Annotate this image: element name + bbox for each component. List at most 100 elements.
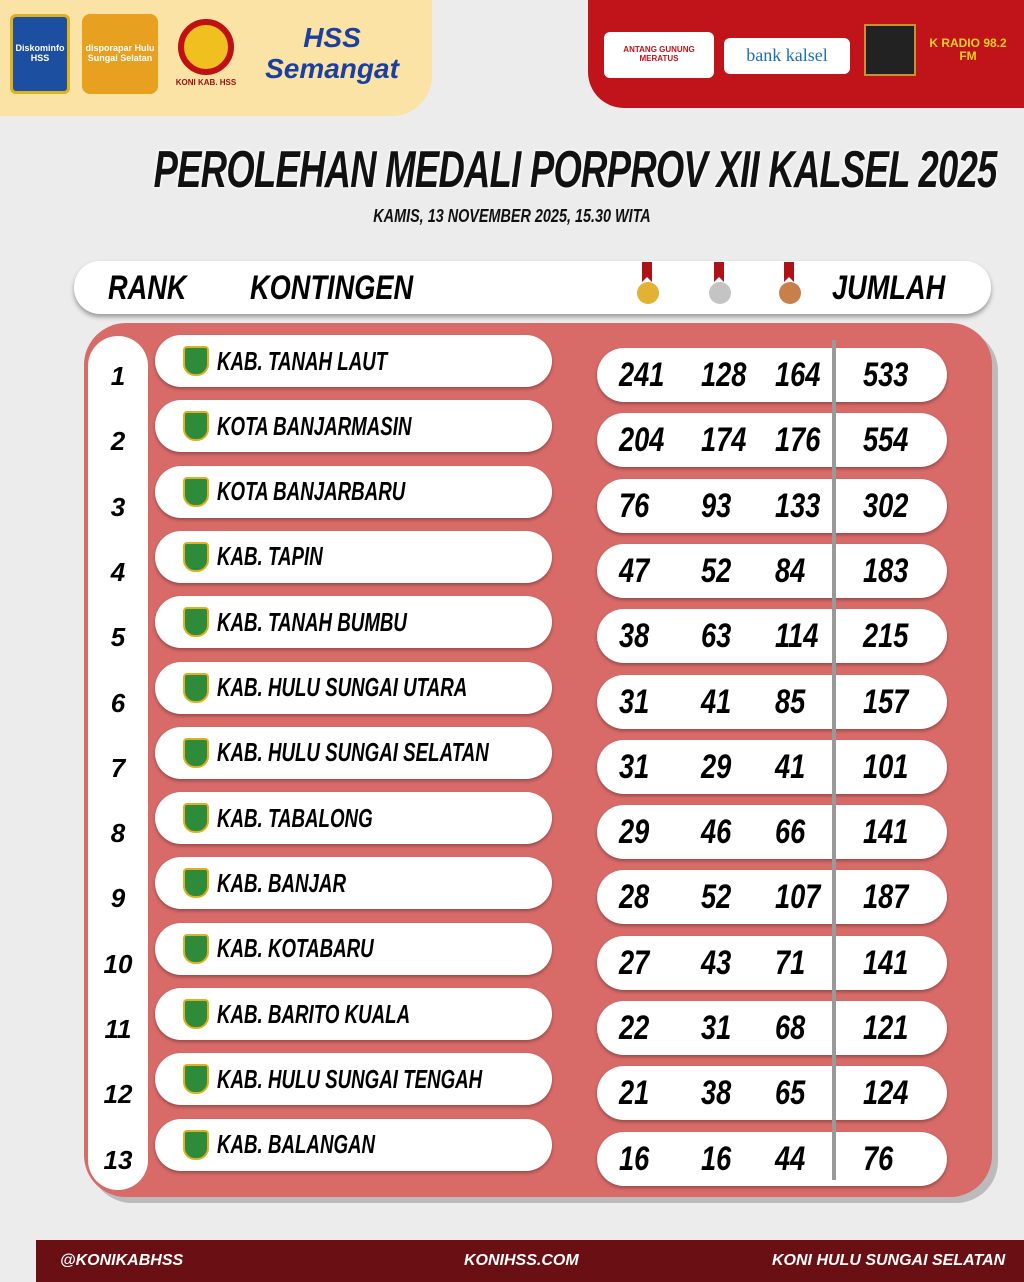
contingent-name: KOTA BANJARBARU	[217, 476, 406, 507]
gold-medal-icon	[636, 262, 659, 308]
silver-count: 128	[701, 356, 747, 394]
total-count: 183	[863, 551, 909, 590]
total-count: 141	[863, 943, 909, 982]
bronze-count: 85	[775, 682, 806, 721]
bronze-count: 65	[775, 1074, 806, 1113]
bronze-count: 41	[775, 747, 806, 786]
silver-count: 63	[701, 617, 732, 656]
rank-number: 10	[103, 948, 133, 979]
total-count: 76	[863, 1139, 894, 1178]
footer-org: KONI HULU SUNGAI SELATAN	[772, 1252, 1006, 1269]
footer-website: KONIHSS.COM	[464, 1252, 579, 1269]
medal-counts: 28 52 107 187	[597, 870, 947, 925]
regency-emblem-icon	[183, 541, 209, 572]
silver-count: 38	[701, 1074, 732, 1113]
rank-number: 6	[110, 687, 126, 718]
regency-emblem-icon	[183, 1064, 209, 1095]
table-row: KAB. TANAH LAUT	[155, 335, 552, 387]
medal-counts: 38 63 114 215	[597, 609, 947, 664]
hss-semangat-logo-text: HSS Semangat	[265, 22, 399, 84]
bronze-count: 84	[775, 551, 806, 590]
antang-logo-text: ANTANG GUNUNG MERATUS	[623, 45, 695, 63]
rank-number: 8	[110, 818, 126, 849]
disporapar-logo-text: disporapar Hulu Sungai Selatan	[85, 43, 155, 63]
table-row: KAB. HULU SUNGAI UTARA	[155, 661, 552, 714]
rank-number: 11	[104, 1014, 132, 1044]
silver-count: 43	[701, 943, 732, 982]
silver-count: 16	[701, 1139, 732, 1178]
total-count: 215	[863, 617, 909, 656]
bronze-count: 107	[775, 878, 821, 917]
medal-counts: 76 93 133 302	[597, 478, 947, 533]
bronze-count: 66	[775, 813, 806, 852]
diskominfo-logo-text: Diskominfo HSS	[15, 43, 65, 63]
gold-count: 16	[619, 1139, 650, 1178]
medal-counts: 241 128 164 533	[597, 348, 947, 402]
rank-number: 9	[110, 883, 126, 914]
rank-column	[88, 336, 148, 1190]
gold-count: 47	[619, 551, 650, 590]
table-row: KAB. TAPIN	[155, 530, 552, 583]
gold-count: 204	[619, 421, 665, 460]
rank-number: 1	[110, 361, 126, 391]
hss-semangat-logo: HSS Semangat	[252, 14, 412, 94]
koni-logo: KONI KAB. HSS	[168, 8, 244, 98]
bronze-count: 44	[775, 1139, 806, 1178]
regency-emblem-icon	[183, 868, 209, 899]
contingent-name: KAB. HULU SUNGAI TENGAH	[217, 1063, 483, 1094]
medal-counts: 21 38 65 124	[597, 1066, 947, 1121]
bronze-count: 68	[775, 1009, 806, 1047]
regency-emblem-icon	[183, 346, 209, 376]
sponsor-band-left: Diskominfo HSS disporapar Hulu Sungai Se…	[0, 0, 432, 116]
silver-medal-icon	[708, 262, 731, 308]
regency-emblem-icon	[183, 999, 209, 1029]
bronze-count: 164	[775, 356, 821, 394]
regency-emblem-icon	[183, 476, 209, 507]
total-count: 302	[863, 486, 909, 525]
rank-number: 13	[103, 1144, 133, 1175]
rank-number: 5	[110, 622, 126, 653]
k-radio-logo: K RADIO 98.2 FM	[864, 20, 1014, 80]
bank-kalsel-logo-text: bank kalsel	[746, 45, 828, 66]
header-kontingen: KONTINGEN	[250, 269, 414, 307]
rank-number: 4	[110, 556, 126, 587]
table-row: KAB. BANJAR	[155, 857, 552, 910]
silver-count: 46	[701, 813, 732, 852]
contingent-name: KAB. TAPIN	[217, 541, 323, 572]
total-count: 187	[863, 878, 909, 917]
regency-emblem-icon	[183, 1129, 209, 1160]
bronze-count: 71	[775, 943, 806, 982]
contingent-name: KAB. TANAH BUMBU	[217, 606, 407, 637]
medal-counts: 22 31 68 121	[597, 1001, 947, 1055]
contingent-name: KAB. BARITO KUALA	[217, 998, 411, 1029]
bronze-count: 114	[775, 617, 819, 656]
medal-counts: 204 174 176 554	[597, 413, 947, 468]
rank-number: 12	[103, 1079, 133, 1110]
gold-count: 241	[619, 356, 665, 394]
table-row: KAB. BALANGAN	[155, 1118, 552, 1171]
k-radio-logo-text: K RADIO 98.2 FM	[929, 35, 1007, 63]
gold-count: 76	[619, 486, 650, 525]
contingent-name: KOTA BANJARMASIN	[217, 410, 412, 441]
contingent-name: KAB. HULU SUNGAI UTARA	[217, 672, 468, 702]
page-title: PEROLEHAN MEDALI PORPROV XII KALSEL 2025	[153, 141, 998, 199]
silver-count: 52	[701, 878, 732, 917]
gold-count: 31	[619, 682, 650, 721]
regency-emblem-icon	[183, 607, 209, 638]
table-row: KAB. TABALONG	[155, 792, 552, 845]
antang-logo: ANTANG GUNUNG MERATUS	[604, 32, 714, 78]
contingent-name: KAB. TABALONG	[217, 802, 373, 833]
silver-count: 52	[701, 551, 732, 590]
table-row: KAB. HULU SUNGAI TENGAH	[155, 1053, 552, 1106]
diskominfo-logo: Diskominfo HSS	[10, 14, 70, 94]
regency-emblem-icon	[183, 737, 209, 768]
regency-emblem-icon	[183, 803, 209, 834]
silver-count: 93	[701, 486, 732, 525]
table-row: KAB. TANAH BUMBU	[155, 596, 552, 649]
bronze-count: 176	[775, 421, 821, 460]
contingent-name: KAB. BANJAR	[217, 867, 346, 898]
gold-count: 28	[619, 878, 650, 917]
bank-kalsel-logo: bank kalsel	[724, 38, 850, 74]
total-count: 141	[863, 813, 909, 852]
rank-number: 2	[110, 426, 126, 457]
